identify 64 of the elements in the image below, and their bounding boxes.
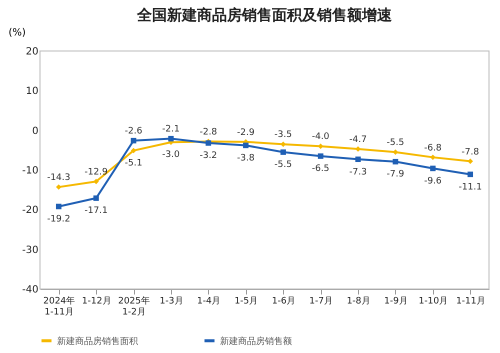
y-tick-label: -10 (22, 166, 38, 176)
data-label: -12.9 (84, 168, 108, 178)
y-tick-label: 0 (32, 126, 38, 137)
point (430, 154, 436, 160)
x-tick-label: 1-9月 (384, 296, 408, 306)
y-tick-label: -40 (22, 284, 38, 296)
point (318, 153, 324, 159)
data-label: -6.5 (312, 164, 330, 174)
point (468, 172, 474, 178)
data-label: -2.1 (162, 124, 180, 135)
x-tick-label: 1-6月 (272, 296, 296, 306)
data-label: -7.3 (349, 167, 367, 178)
point (93, 195, 99, 201)
x-tick-label: 2025年 1-2月 (118, 296, 150, 318)
data-label: -11.1 (458, 182, 482, 192)
data-label: -2.8 (200, 127, 218, 138)
x-tick-label: 1-5月 (234, 296, 258, 306)
point (168, 136, 174, 142)
data-label: -17.1 (84, 206, 108, 216)
data-label: -3.0 (162, 150, 180, 160)
data-label: -3.8 (237, 153, 255, 164)
point (280, 149, 286, 155)
x-tick-label: 2024年 1-11月 (43, 296, 76, 318)
data-label: -4.7 (349, 134, 367, 145)
data-label: -5.5 (274, 160, 292, 170)
x-tick-label: 1-3月 (160, 296, 184, 306)
point (430, 166, 436, 172)
data-label: -5.5 (386, 138, 404, 148)
data-label: -3.5 (274, 130, 292, 140)
y-tick-label: -30 (22, 244, 38, 256)
data-label: -19.2 (47, 214, 70, 224)
data-label: -2.6 (124, 126, 143, 137)
point (355, 146, 361, 152)
chart-title: 全国新建商品房销售面积及销售额增速 (136, 6, 393, 24)
point (56, 204, 62, 210)
data-label: -7.9 (386, 170, 405, 180)
point (243, 142, 249, 148)
x-tick-label: 1-4月 (197, 296, 221, 306)
data-label: -7.8 (462, 147, 480, 158)
y-tick-label: 10 (26, 86, 38, 98)
point (130, 138, 136, 144)
point (468, 158, 474, 164)
data-label: -5.1 (124, 158, 142, 169)
data-label: -4.0 (312, 132, 330, 142)
y-axis-title: (%) (8, 28, 26, 38)
data-label: -6.8 (424, 143, 442, 154)
point (130, 148, 136, 154)
data-label: -14.3 (47, 173, 70, 184)
y-tick-label: -20 (22, 205, 38, 216)
x-tick-label: 1-10月 (418, 296, 448, 306)
point (392, 158, 398, 164)
point (355, 156, 361, 162)
data-label: -3.2 (200, 151, 218, 162)
data-label: -2.9 (237, 128, 255, 138)
legend-label: 新建商品房销售面积 (57, 336, 138, 347)
point (56, 184, 62, 190)
legend-label: 新建商品房销售额 (220, 336, 292, 347)
y-tick-label: 20 (26, 46, 38, 58)
x-tick-label: 1-7月 (309, 296, 333, 306)
point (93, 178, 99, 184)
data-label: -9.6 (424, 176, 442, 186)
x-tick-label: 1-12月 (82, 296, 112, 306)
x-tick-label: 1-8月 (346, 296, 370, 306)
x-tick-label: 1-11月 (456, 296, 486, 306)
